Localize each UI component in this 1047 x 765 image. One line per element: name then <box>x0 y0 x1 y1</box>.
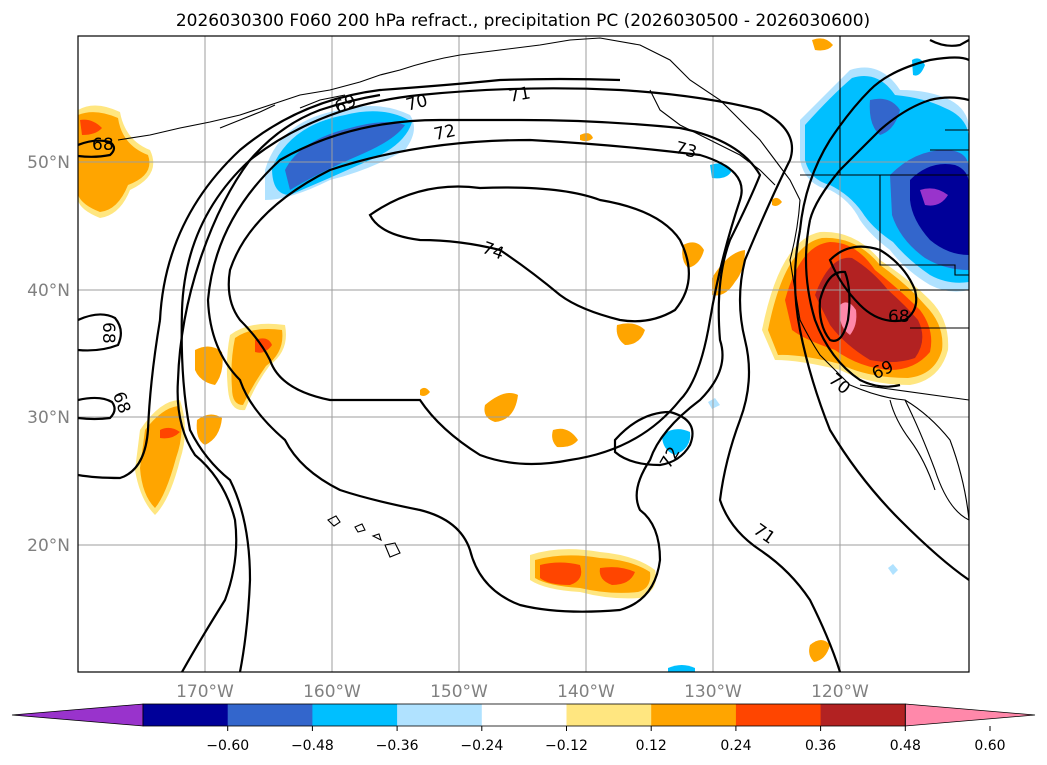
precip-shading <box>78 38 969 672</box>
colorbar-segment <box>820 704 906 726</box>
latitude-labels: 50°N 40°N 30°N 20°N <box>27 153 70 556</box>
lon-label: 140°W <box>557 682 615 702</box>
colorbar-segment <box>566 704 652 726</box>
colorbar-tick-label: −0.36 <box>376 738 419 754</box>
contour-label: 68 <box>92 135 114 155</box>
lat-label: 40°N <box>27 281 70 301</box>
longitude-labels: 170°W 160°W 150°W 140°W 130°W 120°W <box>176 682 869 702</box>
colorbar-tick-label: 0.36 <box>805 738 836 754</box>
lon-label: 170°W <box>176 682 234 702</box>
lat-label: 50°N <box>27 153 70 173</box>
lat-label: 30°N <box>27 408 70 428</box>
colorbar-tick-label: 0.60 <box>974 738 1005 754</box>
colorbar-tick-label: 0.12 <box>636 738 667 754</box>
lon-label: 120°W <box>811 682 869 702</box>
contour-label: 71 <box>507 83 532 106</box>
colorbar-segment <box>651 704 737 726</box>
colorbar-tick-label: 0.24 <box>720 738 751 754</box>
coastlines <box>117 36 969 558</box>
contour-label: 68 <box>98 322 118 344</box>
map-title: 2026030300 F060 200 hPa refract., precip… <box>176 11 870 31</box>
lon-label: 150°W <box>430 682 488 702</box>
colorbar-segment <box>481 704 567 726</box>
colorbar-extend-low <box>11 703 144 727</box>
colorbar-tick-label: −0.48 <box>291 738 334 754</box>
map-border <box>77 35 970 673</box>
colorbar-tick-label: −0.60 <box>206 738 249 754</box>
colorbar-tick-label: 0.48 <box>890 738 921 754</box>
colorbar-tick-label: −0.24 <box>460 738 503 754</box>
colorbar-segment <box>397 704 483 726</box>
lon-label: 130°W <box>684 682 742 702</box>
colorbar-segment <box>312 704 398 726</box>
colorbar-border <box>142 703 906 727</box>
colorbar-extend-high <box>904 703 1036 727</box>
colorbar-segment <box>735 704 822 726</box>
contour-label: 68 <box>888 307 910 327</box>
colorbar-segment <box>143 704 229 726</box>
colorbar-tick-label: −0.12 <box>545 738 588 754</box>
lat-label: 20°N <box>27 536 70 556</box>
colorbar: −0.60 −0.48 −0.36 −0.24 −0.12 0.12 0.24 0.36 0.4… <box>11 703 1036 754</box>
contour-label: 72 <box>432 121 457 145</box>
lon-label: 160°W <box>303 682 361 702</box>
refractivity-contours <box>78 39 969 672</box>
colorbar-segment <box>227 704 313 726</box>
